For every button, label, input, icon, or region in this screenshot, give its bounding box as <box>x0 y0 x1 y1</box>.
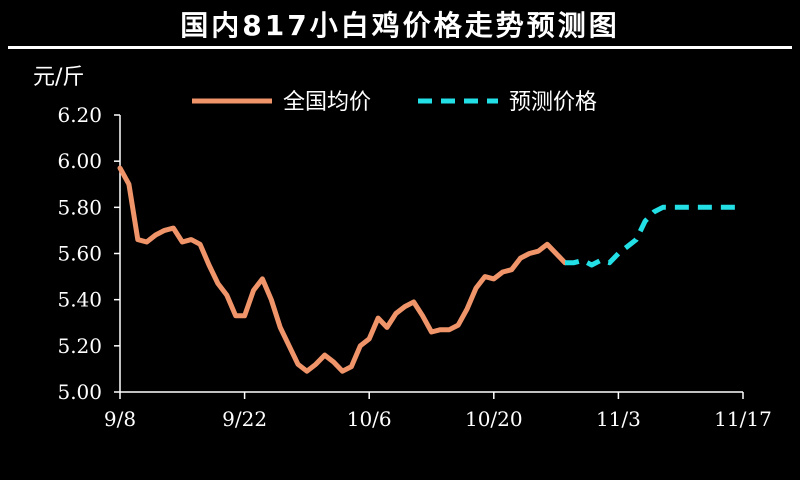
y-tick-label: 6.20 <box>57 103 102 127</box>
series-line-forecast <box>565 204 743 268</box>
y-axis-unit-label: 元/斤 <box>33 65 84 90</box>
y-tick-label: 5.20 <box>57 334 102 358</box>
title-area: 国内817小白鸡价格走势预测图 <box>0 0 800 52</box>
y-tick-label: 5.40 <box>57 288 102 312</box>
legend-label-actual: 全国均价 <box>283 90 371 115</box>
title-underline <box>8 46 792 49</box>
y-axis: 5.00 5.20 5.40 5.60 5.80 6.00 6.20 <box>57 103 121 404</box>
series-layer <box>117 165 743 374</box>
x-tick-label: 10/6 <box>347 407 392 431</box>
series-line-actual <box>117 165 568 374</box>
x-tick-label: 11/17 <box>714 407 772 431</box>
x-tick-label: 11/3 <box>596 407 641 431</box>
legend: 全国均价 预测价格 <box>192 90 597 115</box>
chart-title: 国内817小白鸡价格走势预测图 <box>180 9 620 42</box>
y-tick-label: 5.00 <box>57 380 102 404</box>
x-axis: 9/8 9/22 10/6 10/20 11/3 11/17 <box>104 391 772 431</box>
y-tick-label: 6.00 <box>57 149 102 173</box>
y-tick-label: 5.60 <box>57 242 102 266</box>
y-tick-label: 5.80 <box>57 195 102 219</box>
x-tick-label: 9/8 <box>104 407 136 431</box>
legend-label-forecast: 预测价格 <box>509 90 597 115</box>
x-tick-label: 10/20 <box>465 407 523 431</box>
x-tick-label: 9/22 <box>222 407 267 431</box>
